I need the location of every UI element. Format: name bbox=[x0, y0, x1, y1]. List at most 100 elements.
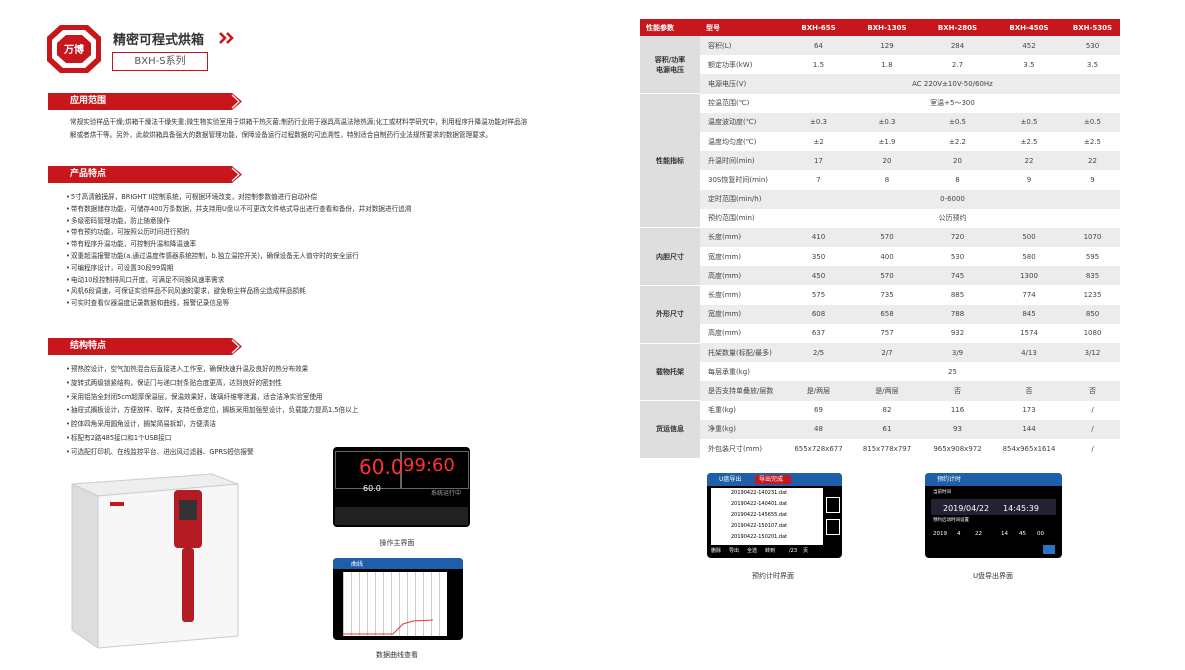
screen-text: 删除 bbox=[711, 548, 722, 554]
value-cell: 64 bbox=[814, 41, 823, 50]
value-cell: 284 bbox=[950, 41, 965, 50]
screen-text: 14:45:39 bbox=[1003, 504, 1039, 513]
value-cell: 655x728x677 bbox=[794, 444, 843, 453]
row-label: 定时范围(min/h) bbox=[708, 195, 762, 204]
row-label: 预约范围(min) bbox=[708, 214, 755, 223]
table-row: 性能指标 控温范围(℃) 室温+5～300 bbox=[640, 93, 1120, 229]
table-row: 外形尺寸 长度(mm) 575 735 885 774 1235 bbox=[640, 285, 1120, 344]
table-row: 每层承重(kg) 25 bbox=[640, 362, 1120, 382]
screen-text: 00 bbox=[1037, 531, 1044, 537]
group-cell: 外形尺寸 bbox=[640, 285, 700, 344]
value-cell: 3.5 bbox=[1023, 60, 1035, 69]
value-cell: 9 bbox=[1090, 175, 1095, 184]
span-cell: 0-6000 bbox=[940, 195, 965, 204]
row-label: 净重(kg) bbox=[708, 425, 736, 434]
value-cell: ±1.9 bbox=[878, 137, 896, 146]
group-cell: 载物托架 bbox=[640, 343, 700, 402]
structure-item: 旋转式两级锁紧结构，保证门与递口封条贴合度更高，达到良好的密封性 bbox=[66, 377, 358, 391]
table-row: 升温时间(min) 17 20 20 22 22 bbox=[640, 151, 1120, 171]
value-cell: ±0.5 bbox=[1020, 118, 1038, 127]
value-cell: 3/9 bbox=[951, 348, 964, 357]
span-cell: AC 220V±10V-50/60Hz bbox=[912, 79, 993, 88]
group-cell: 货运信息 bbox=[640, 400, 700, 459]
value-cell: 735 bbox=[880, 291, 894, 300]
table-row: 温度均匀度(℃) ±2 ±1.9 ±2.2 ±2.5 ±2.5 bbox=[640, 131, 1120, 152]
value-cell: 850 bbox=[1085, 310, 1100, 319]
section-bar bbox=[48, 93, 242, 110]
value-cell: 61 bbox=[882, 425, 892, 434]
value-cell: ±0.5 bbox=[949, 118, 966, 127]
screen-text: 导出完成 bbox=[759, 476, 784, 483]
value-cell: 是/两层 bbox=[875, 386, 899, 395]
value-cell: 608 bbox=[811, 310, 826, 319]
value-cell: 144 bbox=[1022, 425, 1036, 434]
header-row: 性能参数 型号 BXH-65S BXH-130S BXH-280S BXH-450S BXH… bbox=[640, 19, 1120, 36]
value-cell: 1.8 bbox=[881, 60, 893, 69]
value-cell: 129 bbox=[880, 41, 894, 50]
screen-text: 14 bbox=[1001, 531, 1008, 537]
value-cell: 835 bbox=[1085, 271, 1100, 280]
table-row: 载物托架 托架数量(标配/最多) 2/5 2/7 3/9 4/13 3/12 bbox=[640, 343, 1120, 402]
screen-text: 导出 bbox=[729, 548, 740, 554]
value-cell: / bbox=[1091, 406, 1094, 415]
value-cell: 1.5 bbox=[812, 60, 825, 69]
screen-text: 转到 bbox=[765, 548, 776, 554]
feature-item: 可实时查看仪器温度记录数据和曲线，报警记录信息等 bbox=[66, 298, 411, 310]
value-cell: / bbox=[1091, 425, 1094, 434]
value-cell: 否 bbox=[1089, 386, 1096, 395]
value-cell: 48 bbox=[814, 425, 823, 434]
screen-text: 45 bbox=[1019, 531, 1026, 537]
value-cell: 20 bbox=[882, 156, 892, 165]
row-label: 高度(mm) bbox=[708, 329, 742, 338]
section-bar bbox=[48, 338, 242, 355]
screen-text: 20190422-140401.dat bbox=[731, 501, 788, 507]
value-cell: 350 bbox=[811, 252, 826, 261]
value-cell: 570 bbox=[880, 271, 894, 280]
value-cell: ±0.3 bbox=[878, 118, 896, 127]
row-label: 长度(mm) bbox=[708, 291, 742, 300]
value-cell: ±2 bbox=[813, 137, 824, 146]
oven-illustration bbox=[71, 473, 239, 649]
value-cell: ±2.5 bbox=[1020, 137, 1038, 146]
screen-text: 系统运行中 bbox=[431, 490, 462, 497]
value-cell: 530 bbox=[1085, 41, 1100, 50]
value-cell: 1070 bbox=[1083, 233, 1102, 242]
table-row: 温度波动度(℃) ±0.3 ±0.3 ±0.5 ±0.5 ±0.5 bbox=[640, 112, 1120, 132]
header-cell: BXH-130S bbox=[867, 23, 907, 32]
screen-text: 20190422-150107.dat bbox=[731, 523, 788, 529]
row-label: 托架数量(标配/最多) bbox=[708, 348, 772, 357]
feature-item: 多级密码管理功能，防止随意操作 bbox=[66, 216, 411, 228]
screen-text: 曲线 bbox=[351, 561, 364, 568]
table-row: 电源电压(V) AC 220V±10V-50/60Hz bbox=[640, 74, 1120, 94]
row-label: 毛重(kg) bbox=[708, 406, 736, 415]
screen-text: 99:60 bbox=[403, 455, 455, 476]
value-cell: ±0.5 bbox=[1084, 118, 1101, 127]
section-title: 应用范围 bbox=[70, 96, 107, 106]
table-row: 外包装尺寸(mm) 655x728x677 815x778x797 965x908x9… bbox=[640, 438, 1120, 459]
table-row: 高度(mm) 637 757 932 1574 1080 bbox=[640, 323, 1120, 343]
value-cell: 17 bbox=[814, 156, 823, 165]
series-box: BXH-S系列 bbox=[112, 52, 208, 71]
group-cell: 内胆尺寸 bbox=[640, 227, 700, 286]
section-title: 结构特点 bbox=[70, 341, 107, 351]
row-label: 控温范围(℃) bbox=[708, 99, 750, 108]
screen-text: 2019/04/22 bbox=[943, 504, 990, 513]
value-cell: / bbox=[1091, 444, 1094, 453]
value-cell: 965x908x972 bbox=[933, 444, 982, 453]
table-row: 容积/功率 电源电压 容积(L) 64 129 284 452 530 bbox=[640, 36, 1120, 95]
span-cell: 室温+5～300 bbox=[930, 99, 975, 108]
screen-text: 60.0 bbox=[359, 455, 404, 479]
structure-item: 可选配打印机、在线监控平台、进出风过滤器、GPRS短信报警 bbox=[66, 446, 358, 460]
value-cell: 93 bbox=[953, 425, 962, 434]
header-cell: BXH-280S bbox=[937, 23, 978, 32]
span-cell: 公历预约 bbox=[938, 214, 967, 223]
value-cell: ±2.5 bbox=[1084, 137, 1101, 146]
header-cell: BXH-450S bbox=[1009, 23, 1049, 32]
figure-caption: 操作主界面 bbox=[379, 539, 415, 547]
row-label: 温度均匀度(℃) bbox=[708, 137, 757, 146]
header-cell: BXH-530S bbox=[1072, 23, 1113, 32]
value-cell: 452 bbox=[1022, 41, 1036, 50]
feature-item: 带有预约功能，可按照公历时间进行预约 bbox=[66, 227, 411, 239]
feature-item: 可编程序设计，可设置30段99周期 bbox=[66, 263, 411, 275]
screen-text: 页 bbox=[803, 548, 809, 554]
